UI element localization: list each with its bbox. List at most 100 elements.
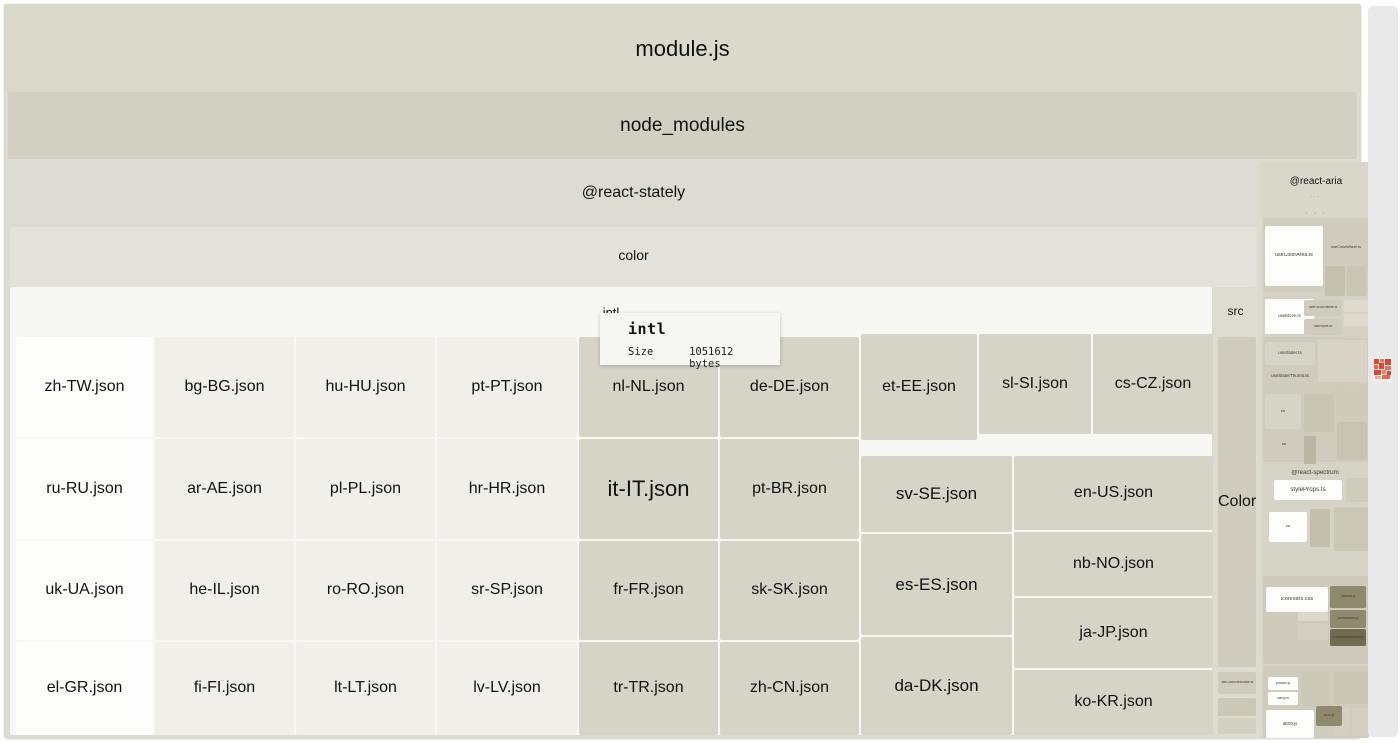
treemap-tile[interactable]: zh-CN.json	[720, 642, 859, 735]
micro-tile-group-l	[1310, 509, 1330, 547]
header-label-react-aria: @react-aria	[1289, 176, 1343, 187]
treemap-tile[interactable]: useColorArea.ts	[1265, 226, 1323, 286]
treemap-tile-label: he-IL.json	[189, 582, 260, 599]
treemap-tile[interactable]: pt-PT.json	[437, 337, 577, 437]
treemap-tile[interactable]: useHover.ts	[1304, 319, 1342, 335]
treemap-tile[interactable]: CheckmarkMedium.js	[1330, 629, 1366, 646]
micro-tile-group-j	[1304, 436, 1316, 464]
treemap-tile[interactable]: lv-LV.json	[437, 642, 577, 735]
treemap-header-color[interactable]: color	[10, 227, 1257, 287]
treemap-tile-label: en-US.json	[1073, 484, 1154, 501]
treemap-tile[interactable]: sl-SI.json	[979, 334, 1091, 434]
treemap-tile[interactable]: intl	[1265, 394, 1301, 429]
treemap-tile[interactable]: fr-FR.json	[579, 541, 718, 640]
treemap-tile[interactable]: intl	[1269, 434, 1299, 456]
treemap-tile[interactable]: cs-CZ.json	[1093, 334, 1213, 434]
tooltip-size-value: 1051612 bytes	[689, 346, 734, 370]
treemap-tile[interactable]: pt-BR.json	[720, 439, 859, 539]
treemap-tooltip: intl Size 1051612 bytes	[600, 313, 780, 370]
header-label-react-stately: @react-stately	[581, 184, 686, 201]
treemap-tile-label: bg-BG.json	[184, 378, 265, 395]
treemap-tile[interactable]: position.js	[1268, 677, 1298, 690]
micro-tile-group-t	[1218, 698, 1256, 716]
treemap-tile-label: useFocusVisible.ts	[1308, 306, 1338, 310]
treemap-tile-label: useHover.ts	[1313, 325, 1333, 329]
treemap-chart[interactable]: module.js node_modules @react-stately co…	[4, 4, 1371, 739]
treemap-tile[interactable]: pl-PL.json	[296, 439, 435, 539]
treemap-tile-label: ko-KR.json	[1074, 694, 1153, 711]
treemap-tile[interactable]: tr-TR.json	[579, 642, 718, 735]
treemap-tile[interactable]: icon/vars.css	[1266, 587, 1328, 612]
treemap-tile[interactable]: da-DK.json	[861, 637, 1012, 735]
treemap-tile-label: styleProps.ts	[1290, 486, 1326, 493]
treemap-tile-label: pt-BR.json	[752, 480, 827, 497]
header-label-module-js: module.js	[635, 36, 730, 61]
treemap-tile[interactable]: useFocusVisible.ts	[1304, 300, 1342, 316]
treemap-tile-label: sr-SP.json	[471, 582, 543, 599]
treemap-tile[interactable]: ro-RO.json	[296, 541, 435, 640]
treemap-tile-label: useColorAreaState.ts	[1220, 681, 1254, 685]
treemap-tile-label: sk-SK.json	[751, 582, 828, 599]
treemap-tile-label: fi-FI.json	[193, 680, 256, 697]
treemap-tile[interactable]: useSliderThumb.ts	[1265, 366, 1315, 386]
treemap-header-node-modules[interactable]: node_modules	[8, 92, 1357, 159]
tooltip-title: intl	[628, 320, 667, 338]
treemap-tile-label: useMove.ts	[1278, 314, 1301, 319]
treemap-tile[interactable]: fi-FI.json	[155, 642, 294, 735]
treemap-tile-label: es-ES.json	[895, 575, 978, 594]
treemap-tile[interactable]: AlertMedium.js	[1330, 610, 1366, 628]
treemap-tile[interactable]: clamp.ts	[1268, 692, 1298, 705]
treemap-tile[interactable]: hu-HU.json	[296, 337, 435, 437]
treemap-tile[interactable]: sv-SE.json	[861, 456, 1012, 532]
treemap-tile[interactable]: useSlider.ts	[1265, 342, 1315, 365]
treemap-tile[interactable]: en-US.json	[1014, 456, 1213, 530]
treemap-tile[interactable]: nb-NO.json	[1014, 532, 1213, 596]
header-label-color: color	[618, 247, 649, 263]
treemap-tile[interactable]: ko-KR.json	[1014, 670, 1213, 735]
micro-tile-group-f	[1318, 340, 1367, 382]
treemap-tile[interactable]: he-IL.json	[155, 541, 294, 640]
treemap-tile[interactable]: uk-UA.json	[16, 541, 153, 640]
treemap-tile[interactable]: useColorAreaState.ts	[1218, 672, 1256, 694]
treemap-tile[interactable]: bg-BG.json	[155, 337, 294, 437]
treemap-tile-label: lv-LV.json	[473, 680, 541, 697]
treemap-tile[interactable]: et-EE.json	[861, 334, 977, 440]
treemap-tile[interactable]: intl	[1269, 512, 1307, 542]
treemap-tile-label: ro-RO.json	[326, 582, 405, 599]
treemap-tile-label: ar-AE.json	[187, 480, 262, 497]
treemap-tile[interactable]: it-IT.json	[579, 439, 718, 539]
treemap-tile[interactable]: dE00.js	[1266, 710, 1314, 738]
treemap-tile[interactable]: ja-JP.json	[1014, 598, 1213, 668]
treemap-tile[interactable]: sr-SP.json	[437, 541, 577, 640]
treemap-tile-label: zh-TW.json	[44, 378, 125, 395]
treemap-header-react-stately[interactable]: @react-stately	[10, 159, 1257, 227]
treemap-tile-label: @react-spectrum	[1291, 469, 1339, 476]
treemap-tile[interactable]: styleProps.ts	[1274, 480, 1342, 500]
treemap-tile-label: useSliderThumb.ts	[1271, 373, 1309, 378]
treemap-tile[interactable]: Color.ts	[1218, 337, 1256, 667]
treemap-tile-label: sv-SE.json	[895, 485, 978, 503]
micro-tile-group-g	[1304, 394, 1334, 432]
treemap-tile-label: Asterisk.js	[1340, 595, 1356, 599]
treemap-header-module-js[interactable]: module.js	[4, 4, 1361, 92]
treemap-tile-label: et-EE.json	[882, 378, 956, 395]
treemap-tile[interactable]: ru-RU.json	[16, 439, 153, 539]
micro-tile-group-u	[1218, 718, 1256, 734]
treemap-tile[interactable]: hr-HR.json	[437, 439, 577, 539]
treemap-tile[interactable]: ar-AE.json	[155, 439, 294, 539]
treemap-tile[interactable]: useColorWheel.ts	[1325, 230, 1367, 263]
treemap-thumbnail-icon[interactable]	[1373, 357, 1392, 381]
treemap-tile[interactable]: @react-spectrum	[1265, 467, 1365, 479]
treemap-tile[interactable]: sk-SK.json	[720, 541, 859, 640]
treemap-tile-label: intl	[1281, 443, 1287, 447]
treemap-tile[interactable]: dE94.js	[1316, 706, 1342, 726]
treemap-tile-label: pt-PT.json	[471, 378, 543, 395]
treemap-tile[interactable]: es-ES.json	[861, 534, 1012, 635]
treemap-tile[interactable]: zh-TW.json	[16, 337, 153, 437]
treemap-tile[interactable]: Asterisk.js	[1330, 586, 1366, 608]
treemap-tile-label: useSlider.ts	[1278, 351, 1302, 356]
treemap-tile-label: da-DK.json	[894, 677, 979, 695]
treemap-tile[interactable]: lt-LT.json	[296, 642, 435, 735]
treemap-tile[interactable]: el-GR.json	[16, 642, 153, 735]
treemap-tile-label: useColorWheel.ts	[1331, 244, 1361, 249]
